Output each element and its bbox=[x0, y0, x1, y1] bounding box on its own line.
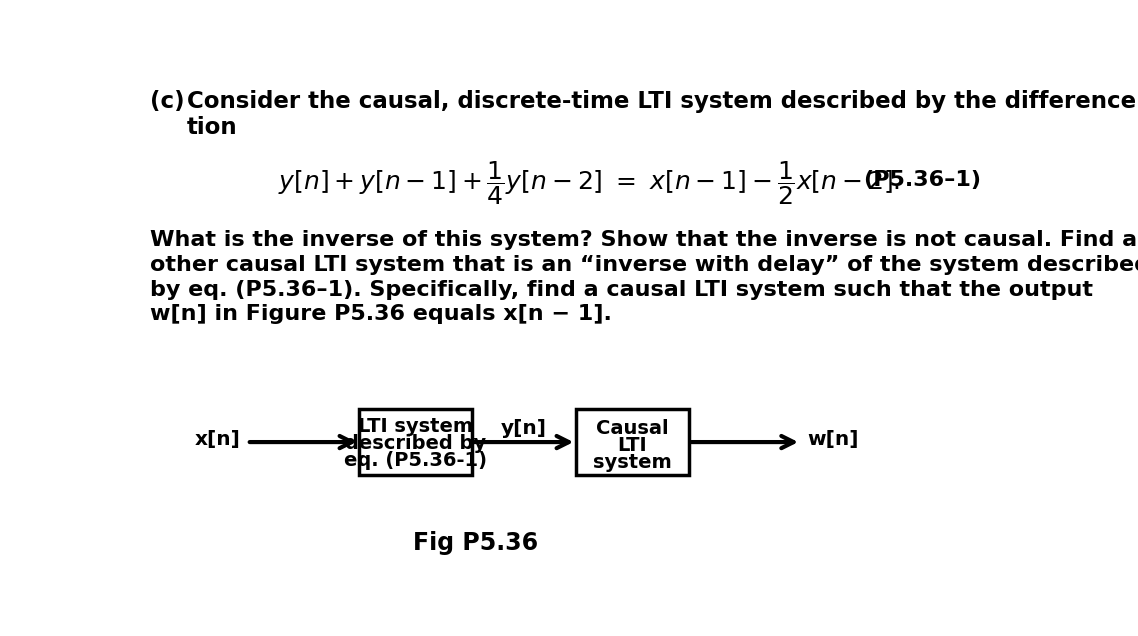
Text: LTI: LTI bbox=[618, 436, 648, 455]
Text: (P5.36–1): (P5.36–1) bbox=[863, 170, 981, 190]
Text: Causal: Causal bbox=[596, 418, 669, 438]
Bar bbox=[360, 410, 471, 475]
Text: w[n]: w[n] bbox=[807, 431, 859, 449]
Text: (c): (c) bbox=[150, 90, 184, 113]
Text: other causal LTI system that is an “inverse with delay” of the system described: other causal LTI system that is an “inve… bbox=[150, 255, 1138, 275]
Bar bbox=[576, 410, 688, 475]
Text: Fig P5.36: Fig P5.36 bbox=[413, 530, 538, 555]
Text: tion: tion bbox=[187, 116, 238, 139]
Text: $y[n] + y[n-1] + \dfrac{1}{4}y[n-2] \ = \ x[n-1] - \dfrac{1}{2}x[n-2].$: $y[n] + y[n-1] + \dfrac{1}{4}y[n-2] \ = … bbox=[278, 160, 900, 207]
Text: system: system bbox=[593, 453, 671, 471]
Text: LTI system: LTI system bbox=[357, 417, 473, 436]
Text: Consider the causal, discrete-time LTI system described by the difference equa-: Consider the causal, discrete-time LTI s… bbox=[187, 90, 1138, 113]
Text: y[n]: y[n] bbox=[501, 418, 547, 438]
Text: What is the inverse of this system? Show that the inverse is not causal. Find an: What is the inverse of this system? Show… bbox=[150, 230, 1138, 251]
Text: x[n]: x[n] bbox=[195, 431, 240, 449]
Text: by eq. (P5.36–1). Specifically, find a causal LTI system such that the output: by eq. (P5.36–1). Specifically, find a c… bbox=[150, 280, 1092, 300]
Text: described by: described by bbox=[345, 434, 486, 453]
Text: eq. (P5.36-1): eq. (P5.36-1) bbox=[344, 451, 487, 470]
Text: w[n] in Figure P5.36 equals x[n − 1].: w[n] in Figure P5.36 equals x[n − 1]. bbox=[150, 304, 612, 324]
